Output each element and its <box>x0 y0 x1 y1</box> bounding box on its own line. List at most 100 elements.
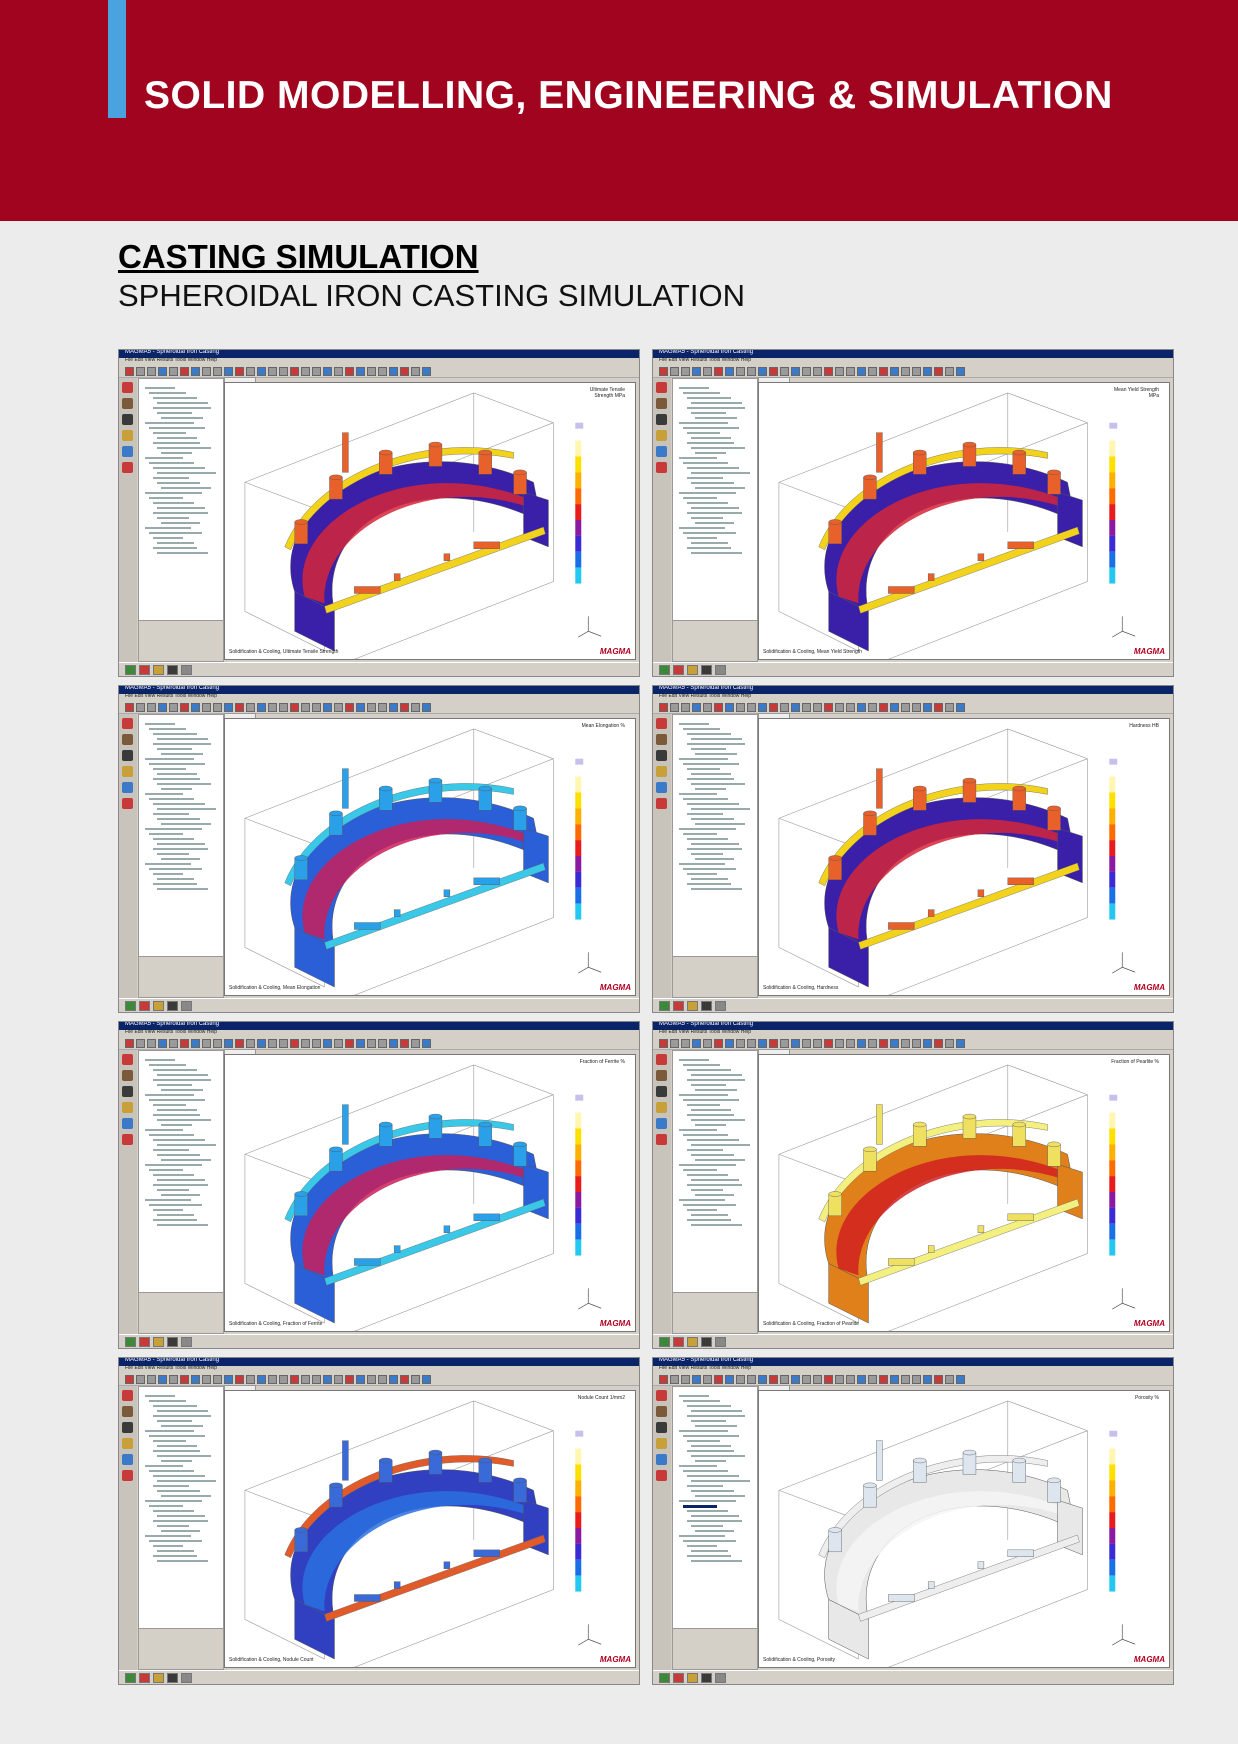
tree-item[interactable] <box>695 1194 734 1196</box>
toolbar-button[interactable] <box>835 703 844 712</box>
tree-item[interactable] <box>157 888 208 890</box>
tree-item[interactable] <box>691 888 742 890</box>
tree-item[interactable] <box>157 1214 194 1216</box>
toolbar-button[interactable] <box>191 367 200 376</box>
tree-item[interactable] <box>157 1074 208 1076</box>
tree-item[interactable] <box>683 1134 728 1136</box>
tree-item[interactable] <box>153 537 183 539</box>
taskbar-button[interactable] <box>181 1337 192 1347</box>
toolbar-button[interactable] <box>389 1375 398 1384</box>
tree-item[interactable] <box>153 502 194 504</box>
perspective-icon[interactable] <box>656 1102 667 1113</box>
tree-item[interactable] <box>153 512 208 514</box>
tree-item[interactable] <box>157 517 189 519</box>
tree-item[interactable] <box>157 853 189 855</box>
toolbar-button[interactable] <box>411 703 420 712</box>
perspective-icon[interactable] <box>122 414 133 425</box>
toolbar-button[interactable] <box>934 1375 943 1384</box>
tree-item[interactable] <box>683 1169 717 1171</box>
toolbar-button[interactable] <box>235 1375 244 1384</box>
toolbar-button[interactable] <box>835 1039 844 1048</box>
perspective-icon[interactable] <box>122 382 133 393</box>
toolbar-button[interactable] <box>692 367 701 376</box>
perspective-icon[interactable] <box>122 766 133 777</box>
toolbar-button[interactable] <box>125 1039 134 1048</box>
result-viewport[interactable]: Fraction of Pearlite % Solidification & C… <box>758 1054 1170 1332</box>
toolbar-button[interactable] <box>824 703 833 712</box>
tree-item[interactable] <box>691 447 745 449</box>
toolbar-button[interactable] <box>356 1375 365 1384</box>
toolbar-button[interactable] <box>301 703 310 712</box>
tree-item[interactable] <box>153 838 194 840</box>
tree-item[interactable] <box>695 1159 745 1161</box>
tree-item[interactable] <box>157 482 200 484</box>
perspective-icon[interactable] <box>656 1470 667 1481</box>
tree-item[interactable] <box>687 537 717 539</box>
toolbar-button[interactable] <box>422 1039 431 1048</box>
tree-item[interactable] <box>683 763 739 765</box>
tree-item[interactable] <box>149 1169 183 1171</box>
toolbar-button[interactable] <box>692 1375 701 1384</box>
taskbar-button[interactable] <box>139 665 150 675</box>
project-tree[interactable] <box>672 1386 758 1670</box>
toolbar-button[interactable] <box>769 367 778 376</box>
tree-item[interactable] <box>679 1395 709 1397</box>
toolbar-button[interactable] <box>934 703 943 712</box>
tree-item[interactable] <box>687 1069 731 1071</box>
toolbar-button[interactable] <box>301 367 310 376</box>
toolbar-button[interactable] <box>378 1375 387 1384</box>
tree-item[interactable] <box>153 1450 200 1452</box>
toolbar-button[interactable] <box>714 703 723 712</box>
tree-item[interactable] <box>683 833 717 835</box>
taskbar-button[interactable] <box>673 1001 684 1011</box>
tree-item[interactable] <box>157 1084 192 1086</box>
tree-item[interactable] <box>157 783 211 785</box>
tree-item[interactable] <box>157 1224 208 1226</box>
tree-item[interactable] <box>691 853 723 855</box>
toolbar-button[interactable] <box>224 1039 233 1048</box>
tree-item[interactable] <box>161 1159 211 1161</box>
tree-item[interactable] <box>157 808 216 810</box>
toolbar-button[interactable] <box>791 703 800 712</box>
tree-item[interactable] <box>157 818 200 820</box>
toolbar-button[interactable] <box>670 703 679 712</box>
taskbar-button[interactable] <box>153 1673 164 1683</box>
toolbar-button[interactable] <box>912 367 921 376</box>
taskbar-button[interactable] <box>673 1337 684 1347</box>
toolbar-button[interactable] <box>202 367 211 376</box>
toolbar-button[interactable] <box>422 1375 431 1384</box>
tree-item[interactable] <box>153 743 211 745</box>
toolbar-button[interactable] <box>659 1375 668 1384</box>
tree-item[interactable] <box>153 1114 200 1116</box>
tree-item[interactable] <box>691 1119 745 1121</box>
taskbar-button[interactable] <box>673 665 684 675</box>
toolbar-button[interactable] <box>670 1039 679 1048</box>
tree-item[interactable] <box>691 507 739 509</box>
tree-item[interactable] <box>687 467 739 469</box>
toolbar-button[interactable] <box>692 703 701 712</box>
toolbar-button[interactable] <box>681 703 690 712</box>
tree-item[interactable] <box>153 1520 208 1522</box>
toolbar-button[interactable] <box>769 703 778 712</box>
tree-item[interactable] <box>157 1109 197 1111</box>
tree-item[interactable] <box>157 738 208 740</box>
tree-item[interactable] <box>157 1515 205 1517</box>
perspective-icon[interactable] <box>656 798 667 809</box>
toolbar-button[interactable] <box>912 703 921 712</box>
toolbar-button[interactable] <box>147 1039 156 1048</box>
tree-item[interactable] <box>161 1495 211 1497</box>
toolbar-button[interactable] <box>725 1039 734 1048</box>
tree-item[interactable] <box>157 1144 216 1146</box>
taskbar-button[interactable] <box>715 1001 726 1011</box>
taskbar-button[interactable] <box>167 1001 178 1011</box>
project-tree[interactable] <box>672 1050 758 1334</box>
tree-item[interactable] <box>157 1550 194 1552</box>
toolbar-button[interactable] <box>334 1375 343 1384</box>
toolbar-button[interactable] <box>912 1375 921 1384</box>
tree-item[interactable] <box>691 1560 742 1562</box>
perspective-icon[interactable] <box>656 718 667 729</box>
taskbar-button[interactable] <box>715 665 726 675</box>
tree-item[interactable] <box>687 1545 717 1547</box>
tree-item[interactable] <box>683 1435 739 1437</box>
toolbar-button[interactable] <box>890 367 899 376</box>
